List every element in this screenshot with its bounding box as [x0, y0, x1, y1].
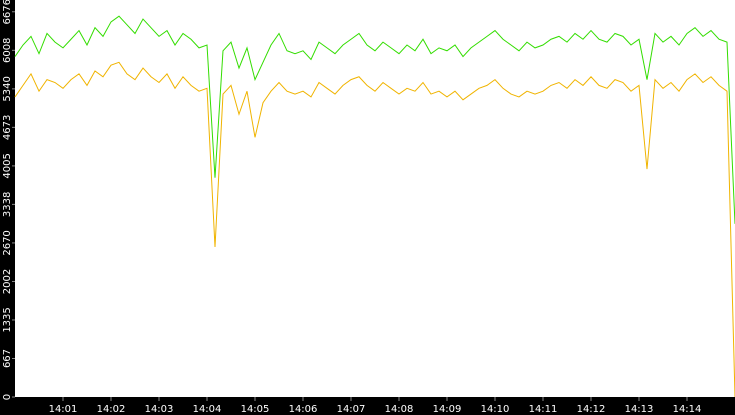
x-tick-label: 14:05: [241, 404, 270, 415]
y-tick-label: 667: [2, 349, 13, 368]
plot-area: [15, 0, 735, 397]
y-tick-label: 0: [2, 394, 13, 400]
x-tick-label: 14:04: [193, 404, 222, 415]
y-tick-label: 6008: [2, 38, 13, 63]
x-tick-label: 14:13: [625, 404, 654, 415]
x-tick-label: 14:12: [577, 404, 606, 415]
y-tick-label: 4673: [2, 115, 13, 140]
y-tick-label: 2670: [2, 230, 13, 255]
x-tick-label: 14:08: [385, 404, 414, 415]
x-tick-label: 14:01: [49, 404, 78, 415]
line-series: [14, 15, 735, 224]
x-tick-label: 14:10: [481, 404, 510, 415]
y-tick-label: 4005: [2, 153, 13, 178]
x-tick-label: 14:02: [97, 404, 126, 415]
line-series: [14, 61, 735, 398]
x-tick-label: 14:06: [289, 404, 318, 415]
x-tick-label: 14:03: [145, 404, 174, 415]
x-tick-label: 14:09: [433, 404, 462, 415]
x-tick-label: 14:14: [673, 404, 702, 415]
y-tick-label: 6676: [2, 0, 13, 24]
x-tick-label: 14:11: [529, 404, 558, 415]
y-tick-label: 1335: [2, 307, 13, 332]
y-tick-label: 3338: [2, 192, 13, 217]
y-tick-label: 2002: [2, 269, 13, 294]
y-tick-label: 5340: [2, 76, 13, 101]
x-tick-label: 14:07: [337, 404, 366, 415]
